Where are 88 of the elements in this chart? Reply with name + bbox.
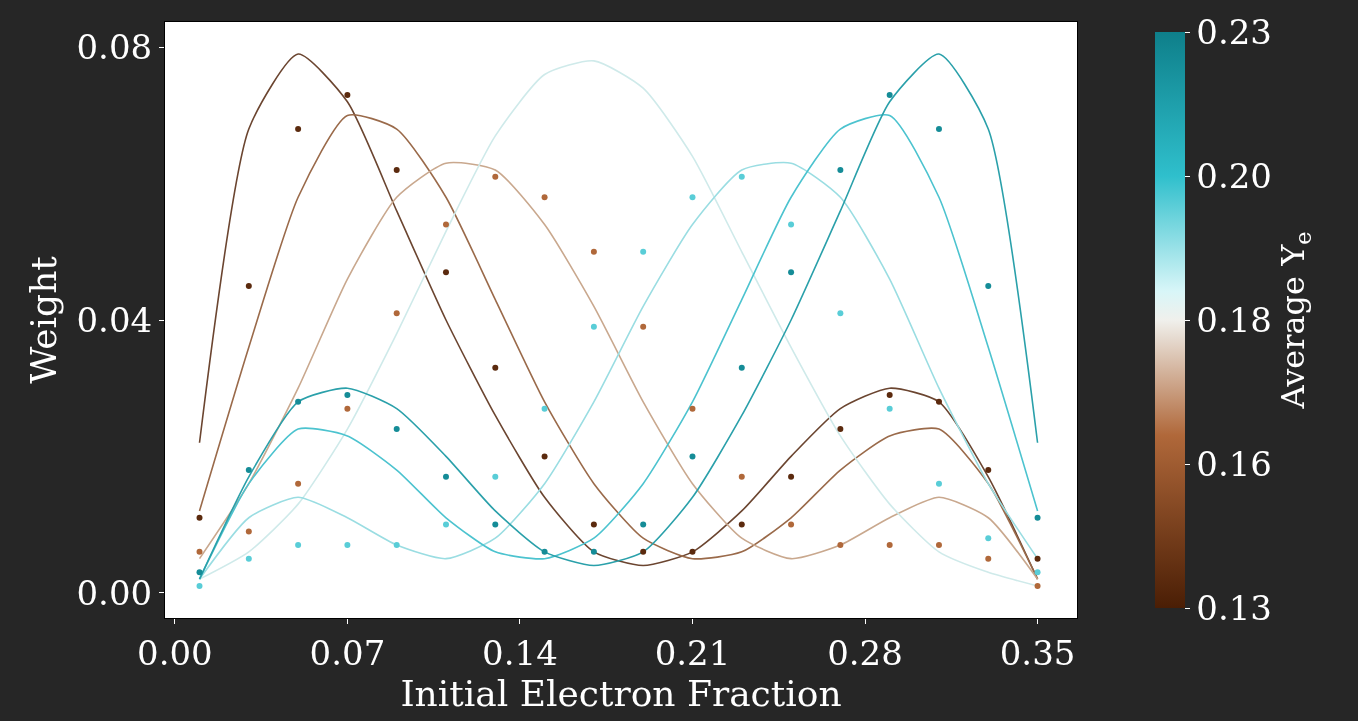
y-axis-title: Weight [23,255,65,384]
point [886,91,893,98]
point [245,467,252,474]
x-axis-title: Initial Electron Fraction [400,672,842,714]
x-tick-label: 0.28 [827,632,903,673]
point [935,126,942,133]
color-bar-label: 0.20 [1196,155,1272,196]
point [985,282,992,289]
point [442,221,449,228]
point [442,269,449,276]
point [738,364,745,371]
point [788,221,795,228]
point [344,91,351,98]
x-tick-label: 0.14 [482,632,558,673]
point [689,548,696,555]
point [788,269,795,276]
point [393,426,400,433]
point [837,166,844,173]
point [196,514,203,521]
point [1034,582,1041,589]
point [541,405,548,412]
point [689,405,696,412]
point [837,310,844,317]
point [442,521,449,528]
color-bar-label: 0.16 [1196,443,1272,484]
point [393,166,400,173]
color-bar-label: 0.18 [1196,299,1272,340]
point [935,398,942,405]
x-tick-label: 0.21 [654,632,731,673]
point [689,194,696,201]
point [492,473,499,480]
point [935,480,942,487]
point [295,126,302,133]
x-tick-label: 0.00 [137,632,213,673]
point [196,548,203,555]
point [295,542,302,549]
point [788,473,795,480]
point [541,548,548,555]
point [590,548,597,555]
point [590,323,597,330]
point [640,323,647,330]
point [590,521,597,528]
point [344,405,351,412]
point [837,542,844,549]
y-tick-label: 0.00 [76,572,153,613]
point [344,542,351,549]
point [295,398,302,405]
point [738,173,745,180]
point [245,555,252,562]
point [196,582,203,589]
point [788,521,795,528]
x-tick-label: 0.07 [309,632,386,673]
point [344,392,351,399]
point [1034,514,1041,521]
point [985,555,992,562]
point [295,480,302,487]
point [886,542,893,549]
point [196,569,203,576]
point [886,405,893,412]
point [886,392,893,399]
point [245,282,252,289]
point [640,548,647,555]
point [492,364,499,371]
point [492,521,499,528]
x-tick-label: 0.35 [999,632,1076,673]
point [985,467,992,474]
point [738,521,745,528]
point [541,453,548,460]
point [935,542,942,549]
point [393,542,400,549]
point [985,535,992,542]
point [640,521,647,528]
color-bar-label: 0.23 [1196,11,1272,52]
point [442,473,449,480]
point [541,194,548,201]
point [689,453,696,460]
point [738,473,745,480]
point [1034,555,1041,562]
y-tick-label: 0.04 [76,299,153,340]
color-bar-label: 0.13 [1196,587,1272,628]
point [837,426,844,433]
point [640,248,647,255]
point [245,528,252,535]
point [1034,569,1041,576]
point [393,310,400,317]
point [590,248,597,255]
point [492,173,499,180]
y-tick-label: 0.08 [76,27,153,68]
